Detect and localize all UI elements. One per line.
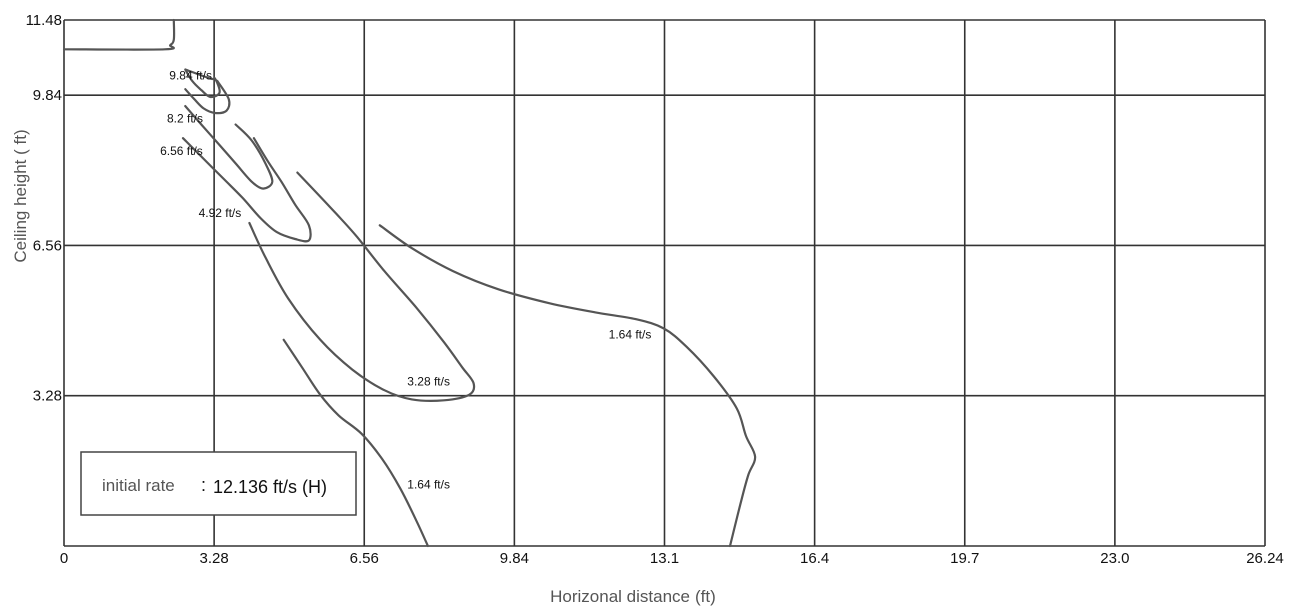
contour-line-3: [181, 137, 312, 243]
y-tick-label-3: 11.48: [26, 12, 62, 29]
x-tick-label-7: 23.0: [1100, 550, 1129, 567]
x-tick-label-2: 6.56: [350, 550, 379, 567]
contour-label-4: 3.28 ft/s: [407, 375, 450, 389]
contour-line-0: [184, 68, 221, 99]
contour-line-1: [184, 79, 231, 115]
contour-label-5: 1.64 ft/s: [609, 327, 652, 341]
x-axis-unit: (ft): [695, 587, 716, 606]
contour-line-7: [62, 18, 176, 51]
x-tick-label-5: 16.4: [800, 550, 829, 567]
x-axis-title: Horizonal distance: [550, 587, 690, 606]
contour-line-4: [248, 171, 476, 402]
contour-label-6: 1.64 ft/s: [407, 478, 450, 492]
contour-line-5: [378, 224, 757, 548]
note-key: initial rate: [102, 476, 175, 495]
contour-line-2: [184, 105, 274, 190]
x-tick-label-1: 3.28: [200, 550, 229, 567]
y-axis-title: Ceiling height ( ft): [11, 129, 30, 262]
contour-label-0: 9.84 ft/s: [169, 69, 212, 83]
y-tick-label-1: 6.56: [33, 237, 62, 254]
note-box: [80, 451, 357, 516]
x-tick-label-3: 9.84: [500, 550, 529, 567]
contour-line-6: [282, 338, 429, 548]
grid: [63, 19, 1266, 547]
y-axis-title-text: Ceiling height ( ft): [11, 129, 30, 262]
x-tick-label-0: 0: [60, 550, 68, 567]
note-separator: :: [201, 475, 206, 495]
contour-labels: 9.84 ft/s 8.2 ft/s 6.56 ft/s 4.92 ft/s 3.28 …: [160, 69, 651, 492]
contour-label-3: 4.92 ft/s: [199, 206, 242, 220]
x-tick-label-4: 13.1: [650, 550, 679, 567]
y-tick-label-0: 3.28: [33, 388, 62, 405]
x-axis-ticks: 0 3.28 6.56 9.84 13.1 16.4 19.7 23.0 26.24: [60, 550, 1284, 567]
note-value: 12.136 ft/s (H): [213, 477, 327, 497]
initial-rate-note: initial rate : 12.136 ft/s (H): [80, 451, 357, 516]
velocity-contours: [62, 18, 757, 548]
contour-label-1: 8.2 ft/s: [167, 112, 203, 126]
contour-label-2: 6.56 ft/s: [160, 144, 203, 158]
x-tick-label-8: 26.24: [1246, 550, 1284, 567]
x-tick-label-6: 19.7: [950, 550, 979, 567]
y-axis-ticks: 3.28 6.56 9.84 11.48: [26, 12, 62, 405]
y-tick-label-2: 9.84: [33, 87, 62, 104]
